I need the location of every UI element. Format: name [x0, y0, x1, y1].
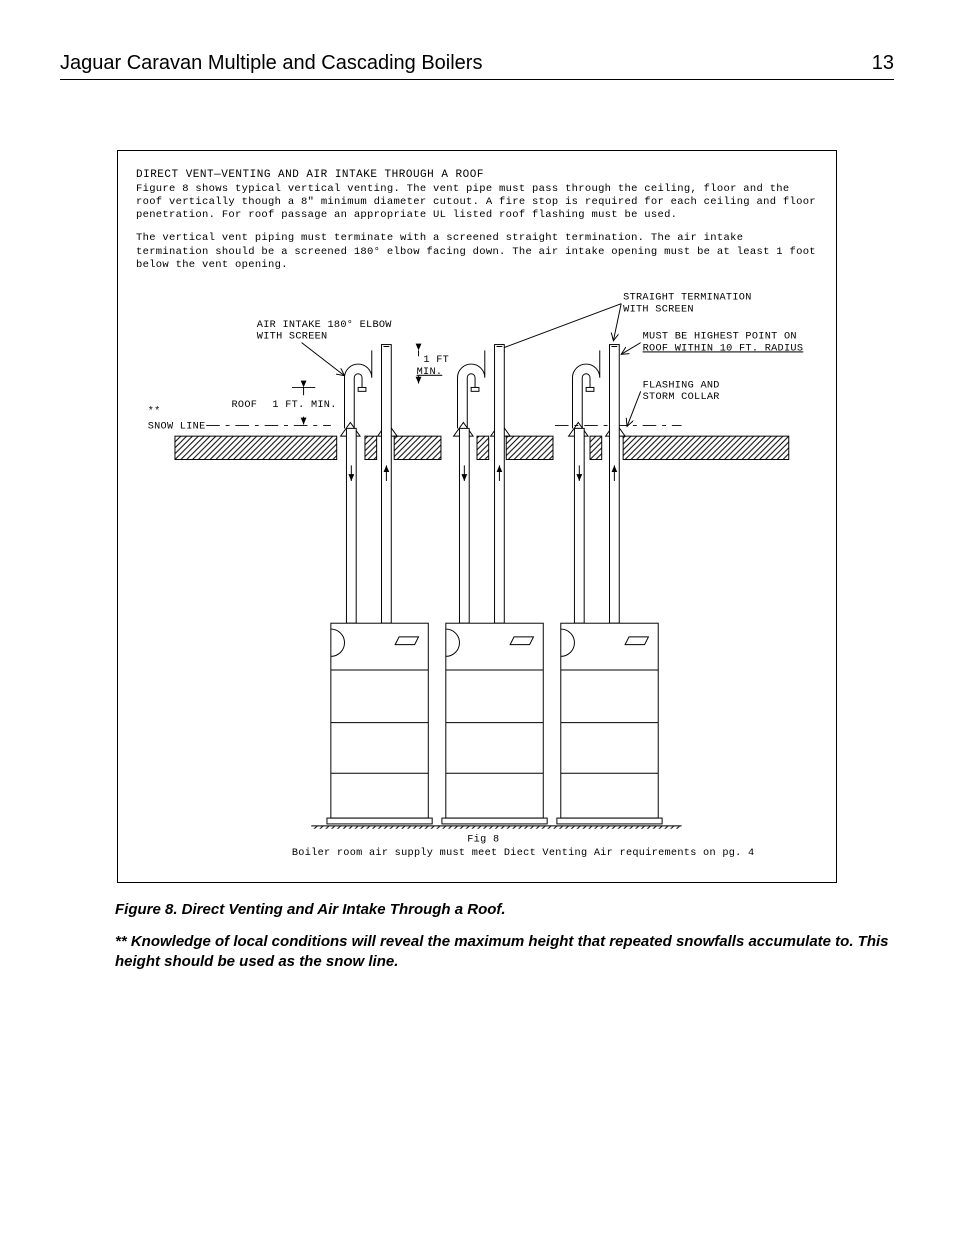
label-snow: SNOW LINE: [148, 420, 206, 432]
vent-assembly-3: [569, 344, 626, 623]
diagram: STRAIGHT TERMINATION WITH SCREEN MUST BE…: [136, 282, 818, 872]
label-straight-term: STRAIGHT TERMINATION: [623, 292, 751, 304]
label-flashing2: STORM COLLAR: [643, 391, 720, 403]
boiler-3: [557, 623, 662, 824]
footnote: ** Knowledge of local conditions will re…: [115, 932, 894, 973]
label-flashing: FLASHING AND: [643, 379, 720, 391]
label-min: MIN.: [417, 366, 443, 378]
figure-title: DIRECT VENT—VENTING AND AIR INTAKE THROU…: [136, 169, 818, 181]
figure-box: DIRECT VENT—VENTING AND AIR INTAKE THROU…: [117, 150, 837, 883]
page-number: 13: [872, 52, 894, 75]
boiler-1: [327, 623, 432, 824]
label-air-elbow: AIR INTAKE 180° ELBOW: [257, 319, 392, 331]
header-title: Jaguar Caravan Multiple and Cascading Bo…: [60, 52, 482, 75]
label-roof: ROOF: [231, 399, 257, 411]
label-highest1: MUST BE HIGHEST POINT ON: [643, 330, 797, 342]
label-highest2: ROOF WITHIN 10 FT. RADIUS: [643, 342, 804, 354]
page-header: Jaguar Caravan Multiple and Cascading Bo…: [60, 52, 894, 80]
label-1ft-min: 1 FT. MIN.: [272, 399, 336, 411]
page: Jaguar Caravan Multiple and Cascading Bo…: [0, 0, 954, 1235]
label-1ft: 1 FT: [423, 354, 449, 366]
label-fig8: Fig 8: [467, 833, 499, 845]
vent-assembly-2: [454, 344, 511, 623]
boiler-2: [442, 623, 547, 824]
label-straight-term2: WITH SCREEN: [623, 303, 694, 315]
label-air-elbow2: WITH SCREEN: [257, 330, 328, 342]
figure-paragraph-1: Figure 8 shows typical vertical venting.…: [136, 183, 818, 222]
figure-paragraph-2: The vertical vent piping must terminate …: [136, 232, 818, 271]
figure-footer: Boiler room air supply must meet Diect V…: [292, 847, 755, 859]
label-stars: **: [148, 405, 161, 417]
figure-caption: Figure 8. Direct Venting and Air Intake …: [115, 901, 894, 918]
vent-assembly-1: [341, 344, 398, 623]
